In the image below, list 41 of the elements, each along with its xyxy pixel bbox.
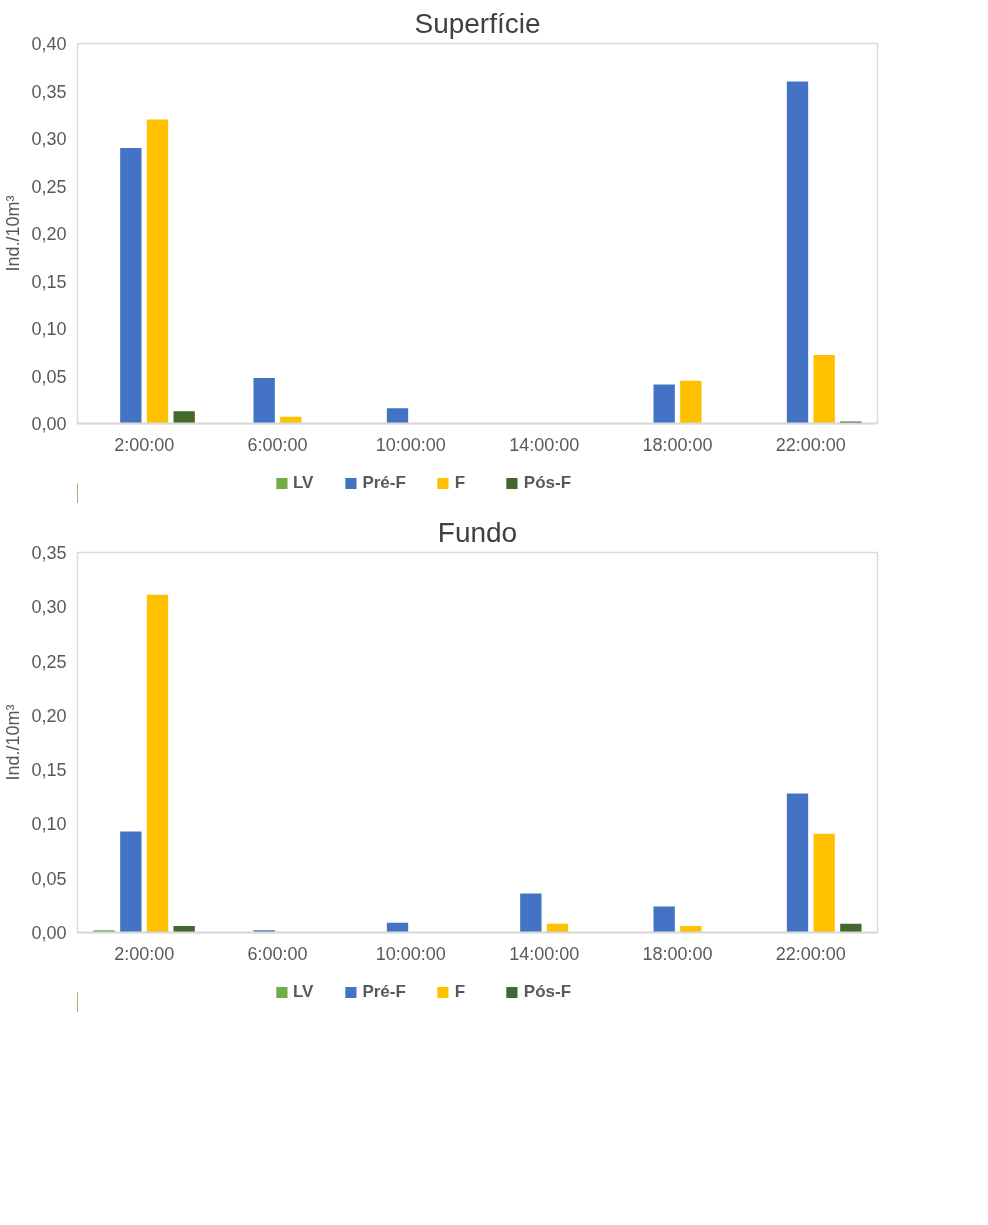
x-tick-label: 2:00:00 [114,434,175,455]
x-tick-label: 22:00:00 [775,434,846,455]
chart-title: Fundo [437,516,518,548]
y-axis-title: Ind./10m³ [3,704,24,781]
x-tick-label: 6:00:00 [247,943,308,964]
y-tick-label: 0,35 [31,543,67,563]
y-tick-label: 0,20 [31,224,67,244]
legend-label: Pós-F [523,982,572,1002]
y-tick-label: 0,25 [31,176,67,197]
y-tick-label: 0,10 [31,319,67,339]
x-tick-label: 10:00:00 [375,943,446,964]
x-tick-label: 22:00:00 [775,943,846,964]
legend-label: LV [292,982,314,1002]
legend-label: Pré-F [362,473,406,493]
x-tick-label: 2:00:00 [114,943,175,964]
y-tick-label: 0,40 [31,34,67,54]
chart-title: Superfície [414,7,541,39]
legend-label: Pré-F [362,982,406,1002]
x-tick-label: 18:00:00 [642,434,713,455]
y-tick-label: 0,30 [31,129,67,149]
y-tick-label: 0,05 [31,868,67,889]
x-tick-label: 18:00:00 [642,943,713,964]
legend-label: F [454,982,467,1002]
y-tick-label: 0,05 [31,366,67,387]
y-tick-label: 0,15 [31,271,67,292]
legend-label: Pós-F [523,473,572,493]
legend-label: LV [292,473,314,493]
y-tick-label: 0,00 [31,923,67,943]
x-tick-label: 14:00:00 [509,434,580,455]
y-tick-label: 0,20 [31,705,67,726]
legend-label: F [454,473,467,493]
y-axis-title: Ind./10m³ [3,195,24,272]
y-tick-label: 0,30 [31,597,67,618]
y-tick-label: 0,15 [31,760,67,781]
x-tick-label: 10:00:00 [375,434,446,455]
y-tick-label: 0,35 [31,81,67,102]
y-tick-label: 0,00 [31,414,67,434]
x-tick-label: 14:00:00 [509,943,580,964]
y-tick-label: 0,25 [31,651,67,672]
x-tick-label: 6:00:00 [247,434,308,455]
y-tick-label: 0,10 [31,814,67,835]
